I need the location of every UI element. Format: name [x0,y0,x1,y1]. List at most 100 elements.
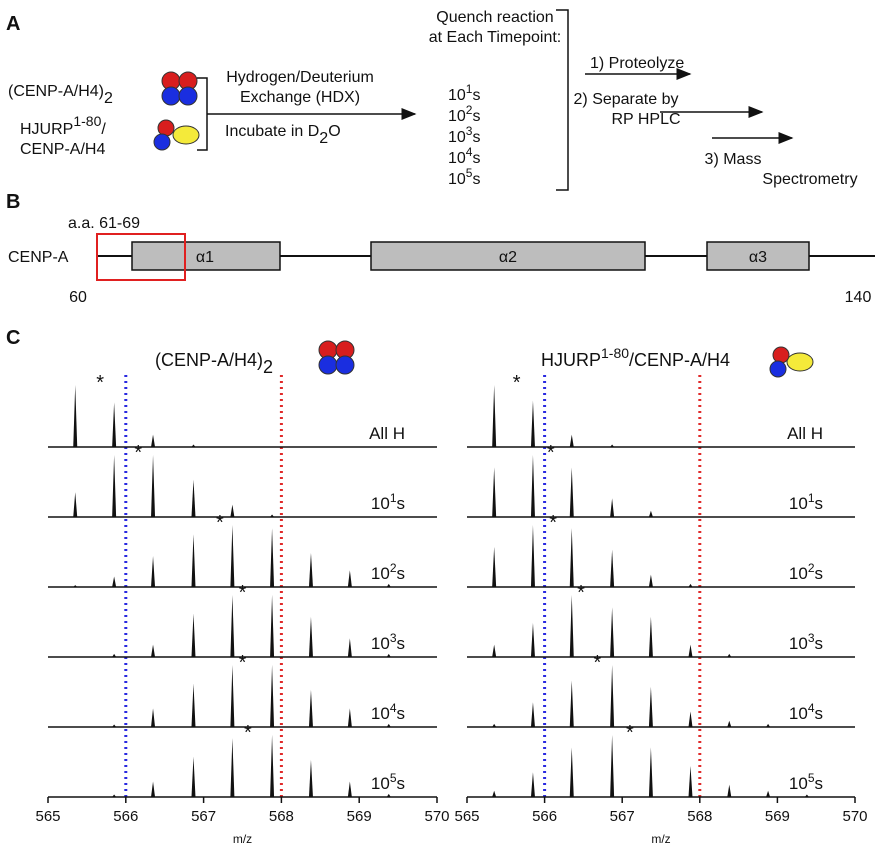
peak [688,644,693,657]
x-tick-label: 570 [842,808,867,825]
centroid-star: * [593,652,601,674]
time-label: 105s [789,771,823,793]
subscript: 2 [263,357,273,377]
peak [191,756,196,797]
centroid-star: * [216,512,224,534]
time-label: 101s [371,491,405,513]
peak [270,514,275,517]
peak [112,402,117,447]
exponent: 4 [390,701,397,715]
peak [688,583,693,587]
x-axis-label: m/z [651,832,670,846]
peak [112,455,117,517]
peak [492,644,497,657]
exponent: 3 [390,631,397,645]
exponent: 2 [466,103,473,117]
peak [112,794,117,797]
helix-label: α2 [499,249,517,266]
centroid-star: * [547,442,555,464]
exponent: 2 [808,561,815,575]
superscript: 1-80 [601,345,629,361]
base: 10 [371,564,390,583]
time-label: 105s [448,166,480,188]
complex-2-line2: CENP-A/H4 [20,141,105,158]
icon-dimer [318,340,355,375]
peak [727,784,732,797]
time-label: 104s [371,701,405,723]
base: 10 [789,704,808,723]
peak [151,781,156,797]
peak [766,723,771,727]
unit: s [472,150,480,167]
exponent: 1 [808,491,815,505]
peak [112,576,117,587]
peak [308,689,313,727]
time-label: 102s [371,561,405,583]
panel-label: C [6,327,20,349]
helix [370,241,646,271]
unit: s [815,564,824,583]
time-label: 101s [789,491,823,513]
text-line: Spectrometry [762,171,857,188]
protein-label: CENP-A [8,249,69,266]
panel-label: A [6,13,20,35]
incubate-label: Incubate in D2O [225,123,341,147]
peak [230,504,235,517]
peak [73,585,78,587]
centroid-star: * [239,652,247,674]
peak [347,638,352,657]
peak [530,525,535,587]
row-label: All H [369,424,405,443]
time-label: 104s [448,145,480,167]
peak [688,711,693,727]
text-line: 3) Mass [705,151,762,168]
end-residue: 140 [845,289,872,306]
text: (CENP-A/H4) [155,350,263,370]
peak [492,385,497,447]
peak [386,793,391,797]
peak [270,528,275,587]
exponent: 1 [390,491,397,505]
peak [492,546,497,587]
exponent: 2 [390,561,397,575]
peak [648,686,653,727]
peak [347,570,352,587]
quench-label: Quench reaction at Each Timepoint: [429,9,562,46]
icon-hjurp [153,119,200,151]
base: 10 [448,87,466,104]
x-tick-label: 565 [454,808,479,825]
peak [191,534,196,587]
peak [112,724,117,727]
peak [73,385,78,447]
peak [270,735,275,797]
peak [530,702,535,727]
peak [727,653,732,657]
region-box [96,233,186,281]
peak [191,683,196,727]
peak [492,790,497,797]
peak [73,492,78,517]
exponent: 5 [808,771,815,785]
peak [308,759,313,797]
unit: s [397,704,406,723]
peak [270,665,275,727]
peak [766,790,771,797]
peak [386,723,391,727]
icon-dimer [161,71,198,106]
base: 10 [789,634,808,653]
spectrum-title: HJURP1-80/CENP-A/H4 [541,345,730,370]
base: 10 [371,774,390,793]
centroid-star: * [134,442,142,464]
base: 10 [789,774,808,793]
centroid-star: * [549,512,557,534]
peak [610,549,615,587]
peak [308,616,313,657]
peak [569,467,574,517]
text-line: RP HPLC [611,111,680,128]
base: 10 [371,494,390,513]
peak [530,622,535,657]
peak [610,498,615,517]
peak [308,552,313,587]
x-tick-label: 568 [269,808,294,825]
